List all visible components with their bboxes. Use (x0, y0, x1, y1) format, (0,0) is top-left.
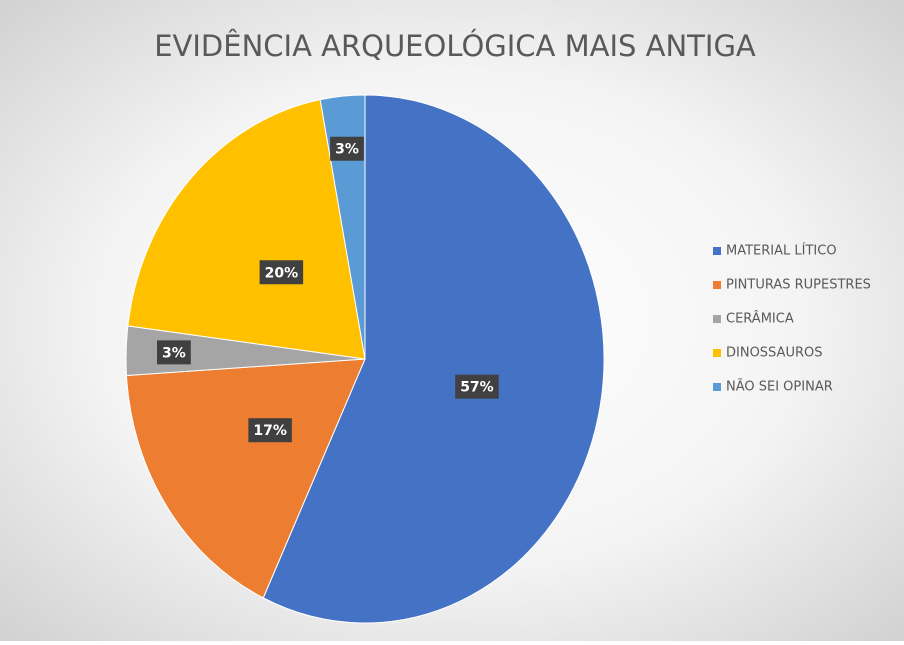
data-label-box (455, 374, 499, 399)
legend-swatch (713, 281, 721, 289)
legend-label: PINTURAS RUPESTRES (726, 278, 871, 293)
pie-slice (127, 99, 366, 360)
pie-slice (125, 358, 366, 599)
legend-swatch (713, 349, 721, 357)
data-label-box (259, 260, 304, 285)
legend-swatch (713, 247, 721, 255)
legend-label: NÃO SEI OPINAR (726, 379, 833, 395)
legend-label: CERÂMICA (726, 311, 794, 327)
legend-swatch (713, 383, 721, 391)
legend-label: DINOSSAUROS (726, 346, 822, 361)
data-label-box (248, 418, 292, 443)
pie-slice (262, 94, 605, 624)
data-label: 3% (335, 142, 359, 158)
data-label: 3% (162, 345, 186, 361)
data-label: 17% (253, 423, 287, 439)
pie-slice (319, 94, 366, 360)
data-label-box (330, 136, 364, 161)
legend-label: MATERIAL LÍTICO (726, 243, 837, 259)
legend-swatch (713, 315, 721, 323)
data-label: 57% (460, 380, 494, 396)
data-label-box (157, 340, 191, 365)
data-label: 20% (265, 265, 299, 281)
chart-title: EVIDÊNCIA ARQUEOLÓGICA MAIS ANTIGA (154, 29, 756, 63)
